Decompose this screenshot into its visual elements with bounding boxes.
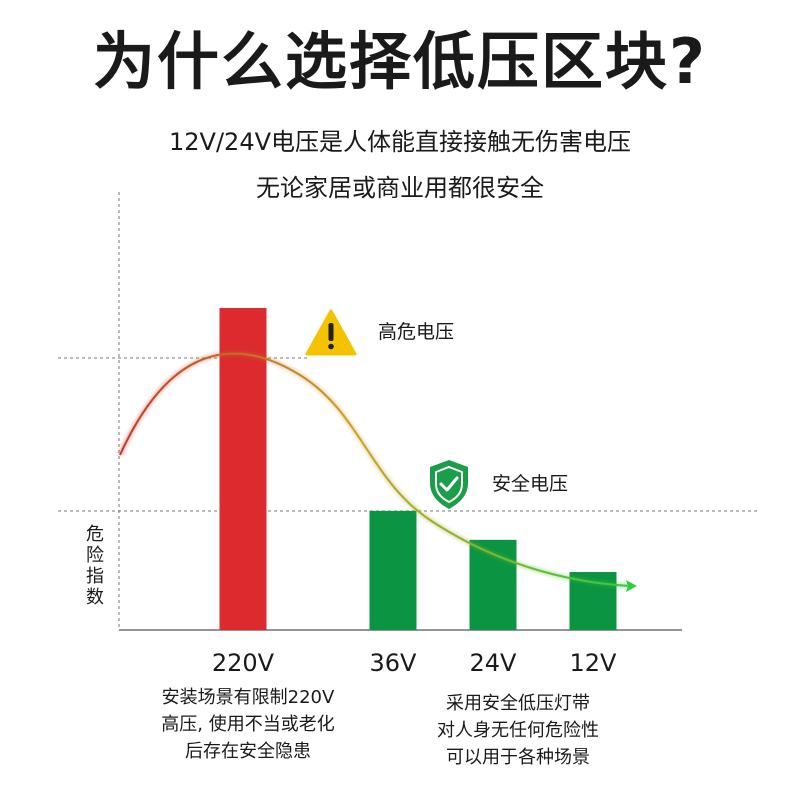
bar-36v bbox=[369, 510, 417, 630]
note-left-line-1: 安装场景有限制220V bbox=[161, 687, 335, 708]
subtitle-line-1: 12V/24V电压是人体能直接接触无伤害电压 bbox=[169, 128, 631, 156]
note-right-line-3: 可以用于各种场景 bbox=[446, 747, 590, 768]
bar-220v bbox=[219, 308, 267, 630]
high-risk-label: 高危电压 bbox=[378, 321, 455, 343]
note-left: 安装场景有限制220V 高压, 使用不当或老化 后存在安全隐患 bbox=[128, 684, 368, 765]
y-axis-label: 危险指数 bbox=[86, 524, 104, 608]
tick-label-12v: 12V bbox=[569, 649, 617, 677]
shield-check-icon bbox=[430, 460, 468, 509]
safe-voltage-label: 安全电压 bbox=[492, 473, 569, 495]
tick-label-24v: 24V bbox=[469, 649, 517, 677]
tick-label-220v: 220V bbox=[211, 649, 275, 677]
page-title: 为什么选择低压区块? bbox=[93, 25, 707, 98]
note-right: 采用安全低压灯带 对人身无任何危险性 可以用于各种场景 bbox=[398, 690, 638, 771]
note-right-line-1: 采用安全低压灯带 bbox=[446, 693, 590, 714]
warning-icon bbox=[305, 309, 357, 356]
note-left-line-3: 后存在安全隐患 bbox=[185, 741, 311, 762]
note-left-line-2: 高压, 使用不当或老化 bbox=[161, 714, 335, 735]
curve-arrowhead bbox=[626, 580, 637, 592]
note-right-line-2: 对人身无任何危险性 bbox=[437, 720, 599, 741]
danger-curve bbox=[119, 352, 631, 587]
subtitle-line-2: 无论家居或商业用都很安全 bbox=[256, 174, 544, 202]
tick-label-36v: 36V bbox=[369, 649, 417, 677]
